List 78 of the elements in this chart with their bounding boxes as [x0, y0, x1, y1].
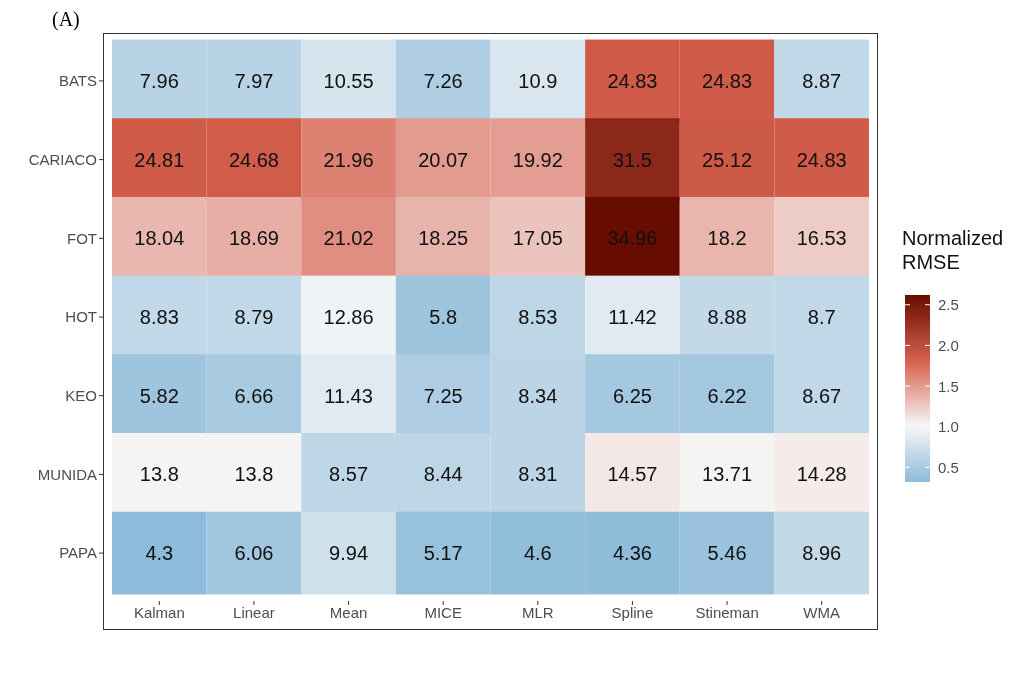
annotation: 7.97 [234, 69, 274, 92]
annotation: 6.66 [234, 384, 274, 407]
x-tick-label: MLR [521, 603, 554, 621]
annotation: 25.12 [702, 148, 753, 171]
annotation: 16.53 [796, 227, 847, 250]
annotation: 19.92 [512, 148, 563, 171]
annotation: 5.82 [139, 384, 179, 407]
annotation: 6.06 [234, 542, 274, 565]
annotation: 13.71 [702, 463, 753, 486]
annotation: 8.57 [329, 463, 369, 486]
annotation: 8.67 [802, 384, 842, 407]
annotation: 14.28 [796, 463, 847, 486]
annotation: 21.96 [323, 148, 374, 171]
annotation: 5.8 [429, 306, 458, 328]
annotation: 34.96 [607, 227, 658, 250]
annotation: 18.04 [134, 227, 185, 250]
annotation: 13.8 [139, 463, 179, 486]
annotation: 13.8 [234, 463, 274, 486]
annotation: 10.55 [323, 69, 374, 92]
y-tick-label: PAPA [59, 544, 97, 562]
y-tick-label: CARIACO [28, 150, 97, 168]
annotation: 8.96 [802, 542, 842, 565]
annotation: 11.43 [324, 384, 373, 407]
x-tick-label: Spline [611, 603, 654, 621]
x-tick-label: Stineman [695, 603, 759, 621]
x-tick-label: Kalman [133, 603, 185, 621]
x-tick-label: MICE [424, 603, 462, 621]
annotation: 4.36 [612, 542, 652, 565]
annotation: 18.69 [228, 227, 279, 250]
annotation: 10.9 [518, 69, 558, 92]
annotation: 24.68 [228, 148, 279, 171]
y-tick-label: HOT [65, 308, 97, 326]
annotation: 8.44 [423, 463, 463, 486]
annotation: 12.86 [323, 306, 374, 328]
annotation: 8.34 [518, 384, 558, 407]
annotation: 7.96 [139, 69, 179, 92]
color-bar-label: 1.0 [938, 418, 959, 436]
annotation: 31.5 [612, 148, 652, 171]
annotation: 8.31 [518, 463, 558, 486]
color-bar-label: 2.0 [938, 336, 959, 354]
color-bar-label: 1.5 [938, 377, 959, 395]
annotation: 8.53 [518, 306, 558, 328]
color-bar-label: 2.5 [938, 296, 959, 314]
annotation: 8.87 [802, 69, 842, 92]
annotation: 24.83 [702, 69, 753, 92]
annotation: 24.81 [134, 148, 185, 171]
annotation: 7.25 [423, 384, 463, 407]
annotation: 24.83 [607, 69, 658, 92]
annotation: 5.46 [707, 542, 747, 565]
annotation: 6.22 [707, 384, 747, 407]
x-tick-label: Linear [233, 603, 275, 621]
annotation: 24.83 [796, 148, 847, 171]
annotation: 4.3 [145, 542, 174, 565]
text: (A) [52, 8, 80, 31]
annotation: 14.57 [607, 463, 658, 486]
annotation: 11.42 [608, 306, 657, 328]
y-tick-label: FOT [67, 229, 97, 247]
annotation: 5.17 [423, 542, 463, 565]
annotation: 7.26 [423, 69, 463, 92]
x-tick-label: Mean [329, 603, 368, 621]
annotation: 20.07 [418, 148, 469, 171]
annotation: 4.6 [523, 542, 552, 565]
annotation: 21.02 [323, 227, 374, 250]
annotation: 9.94 [329, 542, 369, 565]
y-tick-label: BATS [58, 72, 97, 90]
annotation: 18.2 [707, 227, 747, 250]
y-tick-label: MUNIDA [37, 465, 97, 483]
annotation: 8.79 [234, 306, 274, 328]
color-bar-label: 0.5 [938, 458, 959, 476]
annotation: 17.05 [512, 227, 563, 250]
annotation: 8.7 [807, 306, 836, 328]
annotation: 6.25 [612, 384, 652, 407]
x-tick-label: WMA [803, 603, 841, 621]
color-bar-title: Normalized RMSE [902, 227, 1004, 273]
y-tick-label: KEO [65, 387, 97, 405]
annotation: 8.88 [707, 306, 747, 328]
annotation: 18.25 [418, 227, 469, 250]
annotation: 8.83 [139, 306, 179, 328]
